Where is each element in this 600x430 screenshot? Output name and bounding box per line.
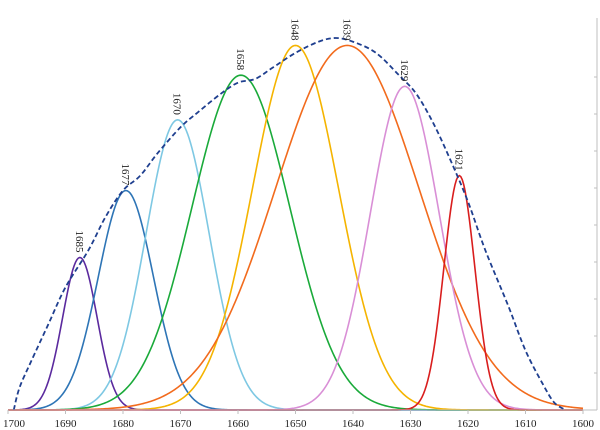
- x-tick-label-1690: 1690: [55, 418, 78, 430]
- peak-curve-1670: [8, 119, 583, 411]
- x-tick-label-1670: 1670: [170, 418, 193, 430]
- peak-curve-1639: [8, 44, 584, 411]
- x-ticks: 1700 1690 1680 1670 1660 1650 1640 1630 1620 1610…: [3, 410, 595, 430]
- peak-label-1629: 1629: [398, 59, 410, 82]
- peak-label-1670: 1670: [171, 93, 183, 116]
- peak-curves: [7, 44, 584, 411]
- x-tick-label-1630: 1630: [400, 418, 423, 430]
- x-tick-label-1650: 1650: [285, 418, 308, 430]
- peak-label-1685: 1685: [73, 230, 85, 253]
- axes: [8, 18, 598, 411]
- peak-label-1639: 1639: [340, 18, 352, 41]
- x-tick-label-1640: 1640: [342, 418, 365, 430]
- x-tick-label-1610: 1610: [515, 418, 538, 430]
- peak-labels: 1685 1677 1670 1658 1648 1639 1629 1621: [73, 18, 465, 253]
- x-tick-label-1660: 1660: [227, 418, 250, 430]
- peak-curve-1629: [8, 85, 583, 411]
- peak-label-1621: 1621: [452, 149, 464, 171]
- x-tick-label-1620: 1620: [457, 418, 480, 430]
- peak-label-1677: 1677: [119, 164, 131, 187]
- x-tick-label-1680: 1680: [112, 418, 135, 430]
- x-tick-label-1600: 1600: [572, 418, 595, 430]
- envelope-curve: [12, 37, 567, 411]
- x-tick-label-1700: 1700: [3, 418, 26, 430]
- peak-label-1648: 1648: [289, 18, 301, 41]
- peak-label-1658: 1658: [234, 48, 246, 70]
- peak-curve-1658: [8, 74, 583, 411]
- envelope-group: [12, 37, 567, 411]
